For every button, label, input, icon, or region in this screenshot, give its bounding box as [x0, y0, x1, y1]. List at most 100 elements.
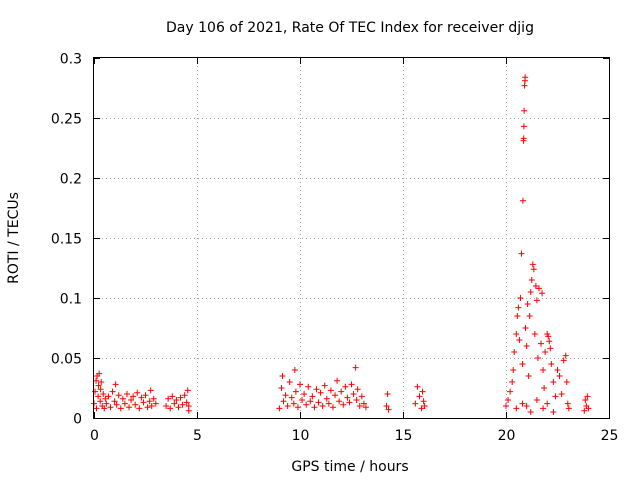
data-point [284, 403, 291, 409]
data-point [530, 266, 537, 273]
data-point [560, 357, 567, 364]
data-point [523, 343, 530, 349]
data-points [91, 74, 592, 415]
data-point [93, 377, 100, 384]
data-point [181, 392, 188, 399]
data-point [301, 391, 308, 397]
data-point [292, 388, 299, 395]
data-point [519, 197, 526, 204]
data-point [416, 393, 423, 400]
data-point [102, 395, 109, 402]
data-point [123, 391, 130, 397]
data-point [311, 404, 318, 411]
data-point [521, 107, 528, 114]
data-point [93, 405, 100, 412]
x-tick-label: 10 [292, 428, 310, 444]
data-point [522, 74, 529, 81]
data-point [119, 395, 126, 402]
data-point [523, 403, 530, 409]
data-point [309, 393, 316, 400]
data-point [511, 349, 518, 355]
data-point [109, 388, 116, 395]
data-point [342, 383, 349, 390]
data-point [385, 406, 392, 413]
x-axis-label: GPS time / hours [291, 459, 408, 475]
data-point [171, 400, 178, 407]
data-point [528, 277, 535, 283]
data-point [112, 381, 119, 388]
data-point [121, 400, 128, 407]
data-point [352, 364, 359, 371]
data-point [540, 405, 547, 412]
data-point [513, 405, 520, 412]
data-point [332, 392, 339, 399]
data-point [95, 382, 102, 389]
data-point [150, 395, 157, 402]
data-point [134, 389, 141, 396]
data-point [581, 407, 588, 414]
plot-frame [93, 57, 610, 419]
data-point [544, 400, 551, 407]
data-point [356, 403, 363, 409]
data-point [175, 404, 182, 411]
data-point [414, 383, 421, 390]
data-point [563, 379, 570, 385]
data-point [101, 405, 108, 412]
data-point [533, 397, 540, 403]
data-point [96, 370, 103, 377]
data-point [546, 338, 553, 345]
data-point [144, 404, 151, 411]
data-point [527, 409, 534, 415]
data-point [290, 400, 297, 407]
data-point [185, 407, 192, 414]
data-point [582, 397, 589, 403]
data-point [183, 399, 190, 406]
data-point [513, 331, 520, 337]
data-point [307, 398, 314, 405]
data-point [282, 392, 289, 399]
data-point [412, 400, 419, 407]
data-point [169, 393, 176, 400]
data-point [358, 393, 365, 400]
data-point [288, 394, 295, 401]
data-point [532, 283, 539, 289]
data-point [299, 397, 306, 403]
data-point [92, 388, 99, 395]
data-point [529, 261, 536, 268]
data-point [354, 386, 361, 393]
data-point [173, 397, 180, 403]
data-point [515, 304, 522, 311]
data-point [540, 367, 547, 373]
data-point [294, 404, 301, 411]
data-point [276, 405, 283, 412]
data-point [525, 373, 532, 379]
data-point [556, 373, 563, 379]
x-tick-label: 0 [90, 428, 99, 444]
data-point [280, 398, 287, 405]
data-point [140, 399, 147, 406]
y-tick-label: 0.3 [60, 52, 82, 68]
data-point [303, 401, 310, 408]
data-point [507, 388, 514, 395]
data-point [107, 404, 114, 411]
data-point [533, 297, 540, 304]
data-point [105, 393, 112, 400]
data-point [350, 391, 357, 397]
axis-ticks: 0 5 10 15 20 25 0 0.05 0.1 0.15 0.2 0.25 0.3 [51, 52, 619, 445]
x-tick-label: 5 [193, 428, 202, 444]
y-axis-label: ROTI / TECUs [6, 192, 22, 284]
data-point [344, 394, 351, 401]
data-point [136, 405, 143, 412]
data-point [179, 401, 186, 408]
data-point [353, 397, 360, 403]
data-point [323, 395, 330, 402]
data-point [132, 401, 139, 408]
data-point [286, 379, 293, 385]
data-point [103, 400, 110, 407]
data-point [184, 387, 191, 394]
data-point [564, 400, 571, 407]
y-tick-label: 0.05 [51, 352, 82, 368]
data-point [113, 401, 120, 408]
data-point [510, 367, 517, 373]
